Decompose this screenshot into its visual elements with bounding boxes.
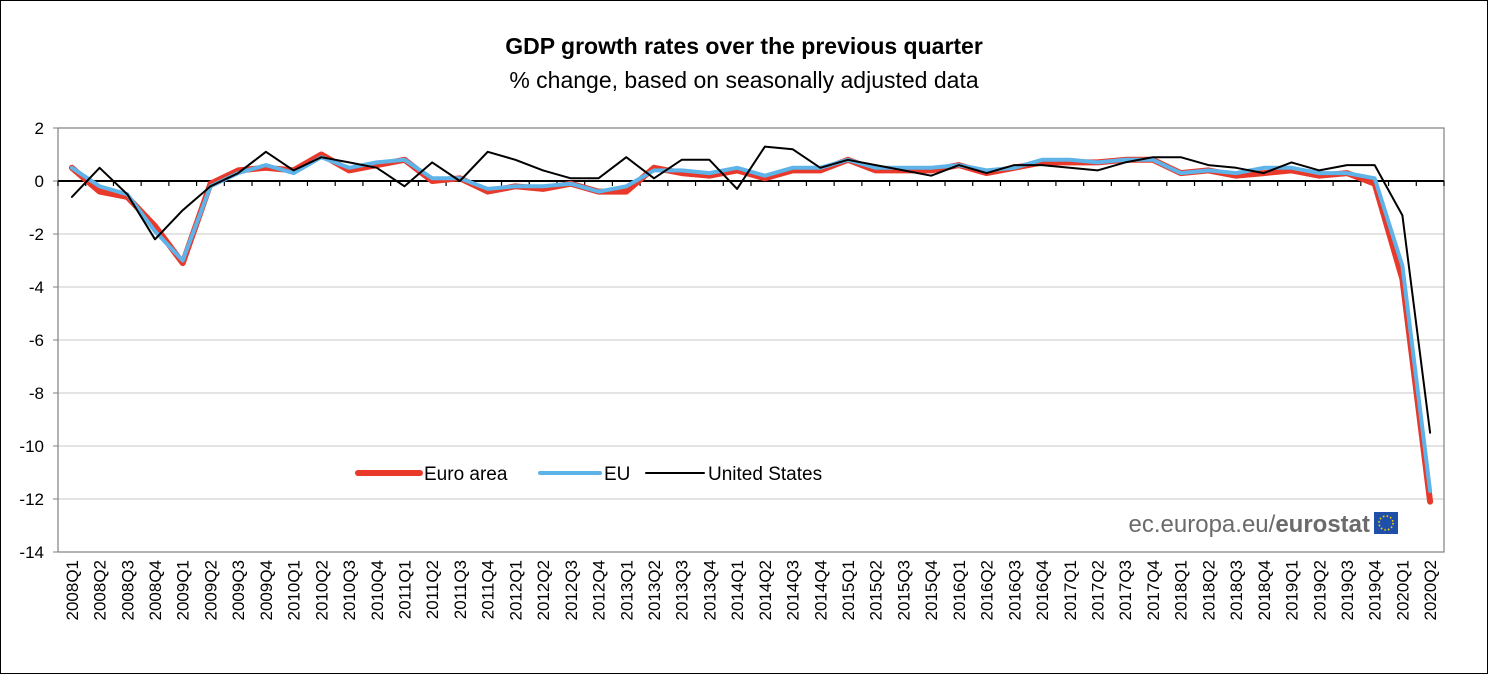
x-tick-label: 2012Q1 [506,560,525,621]
credit-prefix: ec.europa.eu/ [1129,511,1276,538]
x-tick-label: 2014Q1 [728,560,747,621]
eurostat-credit: ec.europa.eu/eurostat [1129,511,1370,538]
x-tick-label: 2008Q2 [91,560,110,621]
y-tick-label: -10 [19,437,44,456]
x-tick-label: 2015Q3 [894,560,913,621]
x-tick-label: 2011Q2 [423,560,442,619]
x-tick-label: 2020Q2 [1421,560,1440,621]
series-line-eu [69,155,1433,493]
credit-brand: eurostat [1275,511,1370,538]
series-line-euro-area [68,151,1434,505]
x-tick-label: 2012Q3 [562,560,581,621]
x-tick-label: 2011Q1 [396,560,415,619]
x-tick-label: 2015Q4 [922,560,941,621]
x-tick-label: 2015Q2 [867,560,886,621]
series-line-united-states [70,145,1432,434]
chart-subtitle: % change, based on seasonally adjusted d… [509,67,979,93]
x-tick-label: 2017Q1 [1061,560,1080,621]
x-tick-label: 2016Q3 [1005,560,1024,621]
x-tick-label: 2013Q1 [617,560,636,621]
x-tick-label: 2018Q1 [1172,560,1191,621]
x-tick-label: 2013Q3 [673,560,692,621]
x-tick-label: 2014Q3 [784,560,803,621]
y-tick-label: -2 [29,225,44,244]
x-tick-label: 2017Q2 [1089,560,1108,621]
x-tick-label: 2019Q2 [1310,560,1329,621]
x-tick-label: 2009Q4 [257,560,276,621]
x-tick-label: 2017Q4 [1144,560,1163,621]
y-tick-label: -6 [29,331,44,350]
x-tick-label: 2019Q1 [1283,560,1302,621]
x-tick-label: 2012Q2 [534,560,553,621]
x-tick-label: 2016Q4 [1033,560,1052,621]
x-tick-label: 2019Q3 [1338,560,1357,621]
y-tick-label: 2 [35,119,44,138]
y-tick-label: -4 [29,278,44,297]
x-tick-label: 2015Q1 [839,560,858,621]
x-tick-label: 2018Q2 [1199,560,1218,621]
y-tick-label: 0 [35,172,44,191]
x-tick-label: 2008Q4 [146,560,165,621]
eu-flag-icon [1374,512,1398,534]
x-tick-label: 2008Q1 [63,560,82,621]
x-tick-label: 2018Q4 [1255,560,1274,621]
x-tick-label: 2020Q1 [1393,560,1412,621]
x-tick-label: 2010Q1 [285,560,304,621]
x-tick-label: 2014Q4 [811,560,830,621]
y-tick-label: -14 [19,543,44,562]
x-tick-label: 2016Q2 [978,560,997,621]
x-tick-label: 2017Q3 [1116,560,1135,621]
x-tick-label: 2016Q1 [950,560,969,621]
x-tick-label: 2011Q3 [451,560,470,619]
legend-label-euro-area: Euro area [424,464,508,485]
x-tick-label: 2011Q4 [479,560,498,619]
x-tick-label: 2019Q4 [1366,560,1385,621]
x-tick-label: 2009Q2 [201,560,220,621]
x-tick-label: 2013Q2 [645,560,664,621]
x-tick-label: 2018Q3 [1227,560,1246,621]
legend-label-united-states: United States [708,464,822,485]
legend-label-eu: EU [604,464,630,485]
x-tick-label: 2014Q2 [756,560,775,621]
chart-title: GDP growth rates over the previous quart… [505,33,983,59]
y-tick-label: -12 [19,490,44,509]
x-tick-label: 2008Q3 [118,560,137,621]
x-tick-label: 2009Q1 [174,560,193,621]
x-tick-label: 2013Q4 [700,560,719,621]
x-tick-label: 2012Q4 [590,560,609,621]
y-tick-label: -8 [29,384,44,403]
x-tick-label: 2009Q3 [229,560,248,621]
x-tick-label: 2010Q4 [368,560,387,621]
x-tick-label: 2010Q2 [312,560,331,621]
x-tick-label: 2010Q3 [340,560,359,621]
